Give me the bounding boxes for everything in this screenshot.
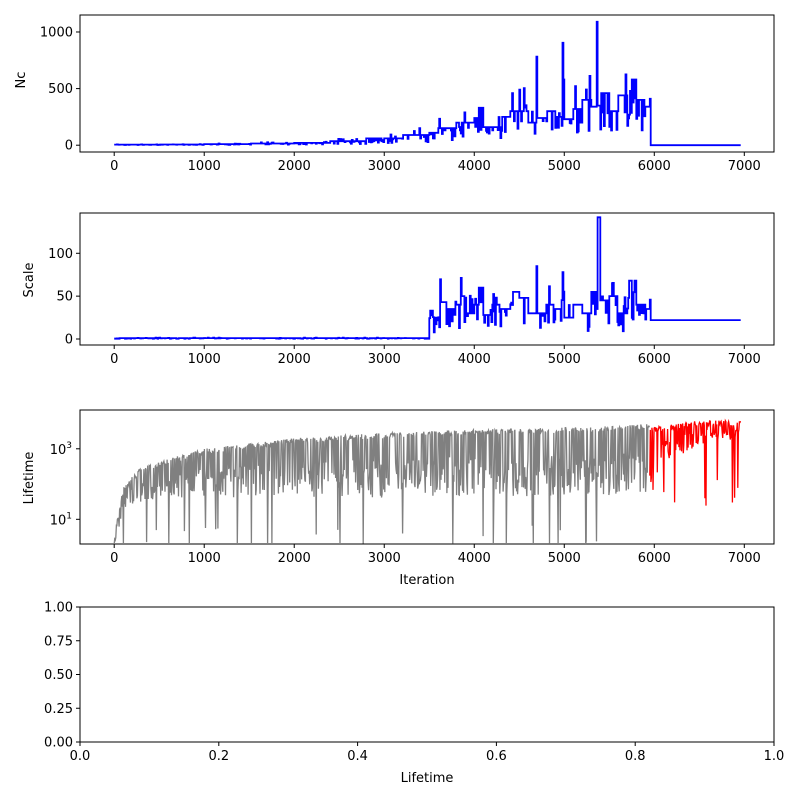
y-tick-label: 50 — [56, 290, 73, 305]
y-tick-label: 1.00 — [44, 601, 73, 616]
x-tick-label: 2000 — [278, 352, 311, 367]
x-tick-label: 0 — [110, 551, 118, 566]
x-tick-label: 1000 — [188, 159, 221, 174]
x-tick-label: 5000 — [548, 551, 581, 566]
x-tick-label: 4000 — [458, 551, 491, 566]
x-tick-label: 7000 — [728, 551, 761, 566]
y-tick-label: 0 — [65, 333, 73, 348]
ylabel-nc: Nc — [14, 72, 29, 89]
y-tick-label: 101 — [50, 511, 72, 528]
y-tick-label: 0.25 — [44, 702, 73, 717]
x-tick-label: 2000 — [278, 159, 311, 174]
x-tick-label: 0.2 — [208, 749, 229, 764]
x-tick-label: 6000 — [638, 352, 671, 367]
ylabel-lifetime: Lifetime — [22, 452, 37, 505]
x-tick-label: 4000 — [458, 352, 491, 367]
x-tick-label: 2000 — [278, 551, 311, 566]
panel-empty: Lifetime 0.0 0.2 0.4 0.6 0.8 1.0 0.00 0.25 0.50 0… — [44, 601, 784, 787]
y-tick-label: 500 — [48, 82, 73, 97]
series-line — [649, 418, 742, 506]
xlabel-iteration: Iteration — [399, 573, 454, 588]
panel-scale: Scale 0 1000 2000 3000 4000 5000 6000 7000 0 50 10… — [22, 212, 775, 367]
ylabel-scale: Scale — [22, 263, 37, 298]
x-tick-label: 0.0 — [70, 749, 91, 764]
plot-frame-lifetime — [79, 409, 775, 545]
series-line — [114, 20, 741, 147]
x-tick-label: 1000 — [188, 551, 221, 566]
y-tick-label: 100 — [48, 247, 73, 262]
plot-frame-nc — [79, 14, 775, 153]
y-tick-label: 0.50 — [44, 668, 73, 683]
x-tick-label: 0 — [110, 159, 118, 174]
x-tick-label: 6000 — [638, 551, 671, 566]
y-tick-label: 0 — [65, 139, 73, 154]
x-tick-label: 6000 — [638, 159, 671, 174]
x-tick-label: 5000 — [548, 159, 581, 174]
x-tick-label: 0.6 — [486, 749, 507, 764]
x-tick-label: 0.4 — [347, 749, 368, 764]
panel-lifetime: Lifetime Iteration 0 1000 2000 3000 4000 5000… — [22, 409, 775, 588]
x-tick-label: 0.8 — [625, 749, 646, 764]
x-tick-label: 1000 — [188, 352, 221, 367]
plot-frame-empty — [79, 606, 775, 743]
y-tick-label: 0.00 — [44, 736, 73, 751]
panel-nc: Nc 0 1000 2000 3000 4000 5000 6000 7000 0 500 1000 — [14, 14, 775, 174]
x-tick-label: 3000 — [368, 159, 401, 174]
series-line — [114, 216, 741, 340]
x-tick-label: 1.0 — [764, 749, 785, 764]
x-tick-label: 0 — [110, 352, 118, 367]
y-tick-label: 1000 — [40, 25, 73, 40]
y-tick-label: 103 — [50, 441, 72, 458]
xlabel-lifetime: Lifetime — [401, 771, 454, 786]
plot-frame-scale — [79, 212, 775, 346]
y-tick-label: 0.75 — [44, 634, 73, 649]
x-tick-label: 7000 — [728, 352, 761, 367]
series-line — [113, 424, 650, 545]
x-tick-label: 4000 — [458, 159, 491, 174]
x-tick-label: 7000 — [728, 159, 761, 174]
x-tick-label: 3000 — [368, 551, 401, 566]
x-tick-label: 3000 — [368, 352, 401, 367]
x-tick-label: 5000 — [548, 352, 581, 367]
